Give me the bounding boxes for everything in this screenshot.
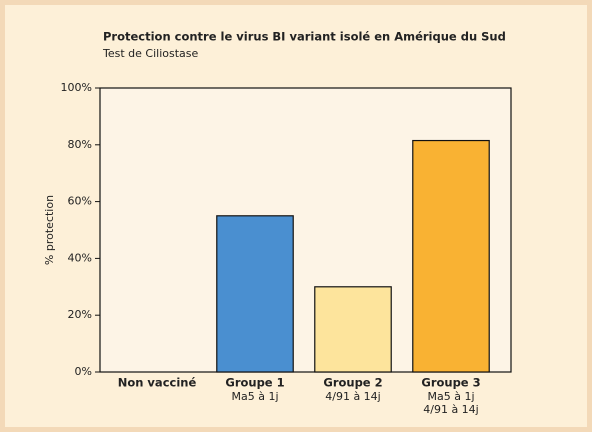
y-tick-label: 60% bbox=[68, 195, 92, 208]
y-tick-label: 100% bbox=[61, 81, 92, 94]
bar bbox=[412, 139, 490, 373]
x-tick-label: Groupe 3 bbox=[421, 376, 480, 390]
x-tick-sublabel: 4/91 à 14j bbox=[423, 403, 479, 416]
x-tick-sublabel: Ma5 à 1j bbox=[231, 390, 278, 403]
y-tick-label: 40% bbox=[68, 251, 92, 264]
x-tick-label: Groupe 1 bbox=[225, 376, 284, 390]
bar bbox=[314, 286, 392, 373]
y-axis-label: % protection bbox=[43, 195, 56, 265]
y-tick-label: 80% bbox=[68, 138, 92, 151]
y-tick-label: 0% bbox=[75, 365, 92, 378]
x-tick-label: Non vacciné bbox=[118, 376, 197, 390]
chart-title: Protection contre le virus BI variant is… bbox=[103, 30, 506, 44]
y-tick-label: 20% bbox=[68, 308, 92, 321]
x-tick-sublabel: Ma5 à 1j bbox=[427, 390, 474, 403]
bar bbox=[216, 215, 294, 373]
x-tick-label: Groupe 2 bbox=[323, 376, 382, 390]
chart-subtitle: Test de Ciliostase bbox=[102, 47, 198, 60]
x-tick-sublabel: 4/91 à 14j bbox=[325, 390, 381, 403]
